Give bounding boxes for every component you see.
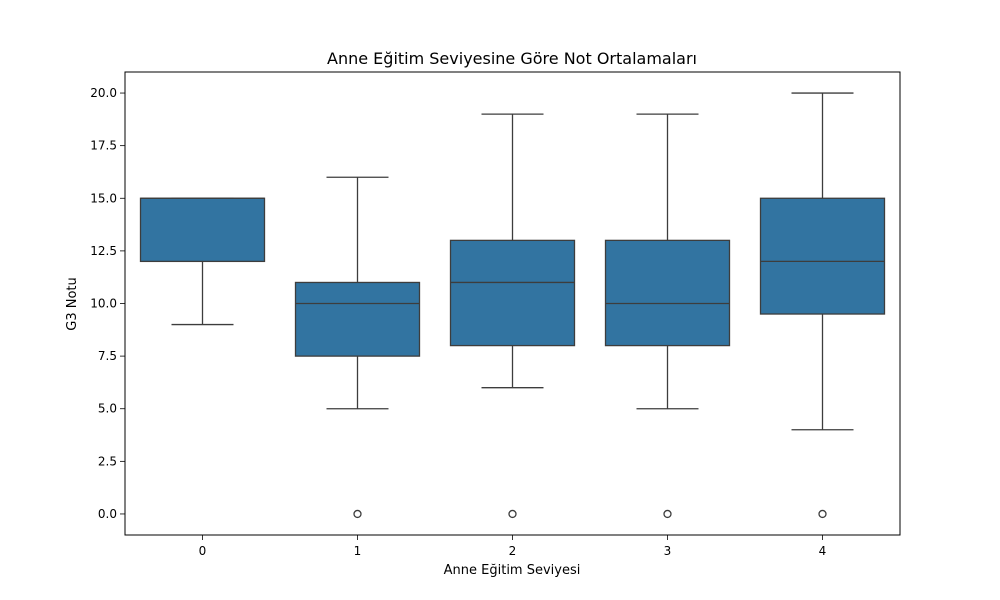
outlier-point	[353, 509, 362, 519]
box-0	[139, 197, 266, 263]
box-2	[449, 239, 576, 347]
plot-area: 0.0 2.5 5.0 7.5 10.0 12.5 15.0 17.5 20.0 0 1 2 3 4	[90, 71, 901, 558]
y-tick-label: 20.0	[90, 86, 117, 100]
outlier-point	[508, 509, 517, 519]
outlier-point	[818, 509, 827, 519]
x-tick-label: 2	[509, 544, 517, 558]
y-tick-label: 0.0	[98, 507, 117, 521]
y-axis-label: G3 Notu	[65, 277, 80, 331]
y-tick-label: 17.5	[90, 139, 117, 153]
x-tick-label: 1	[354, 544, 362, 558]
y-tick-label: 2.5	[98, 454, 117, 468]
y-tick-label: 5.0	[98, 402, 117, 416]
outlier-point	[663, 509, 672, 519]
y-tick-label: 10.0	[90, 297, 117, 311]
x-tick-label: 3	[664, 544, 672, 558]
y-tick-label: 12.5	[90, 244, 117, 258]
box-3	[604, 239, 731, 347]
x-tick-label: 4	[819, 544, 827, 558]
chart-title: Anne Eğitim Seviyesine Göre Not Ortalama…	[327, 49, 697, 68]
axes-frame	[124, 71, 901, 536]
y-tick-label: 7.5	[98, 349, 117, 363]
x-tick-label: 0	[199, 544, 207, 558]
x-axis-label: Anne Eğitim Seviyesi	[444, 563, 581, 578]
box-1	[294, 281, 421, 357]
y-tick-label: 15.0	[90, 191, 117, 205]
box-4	[759, 197, 886, 315]
